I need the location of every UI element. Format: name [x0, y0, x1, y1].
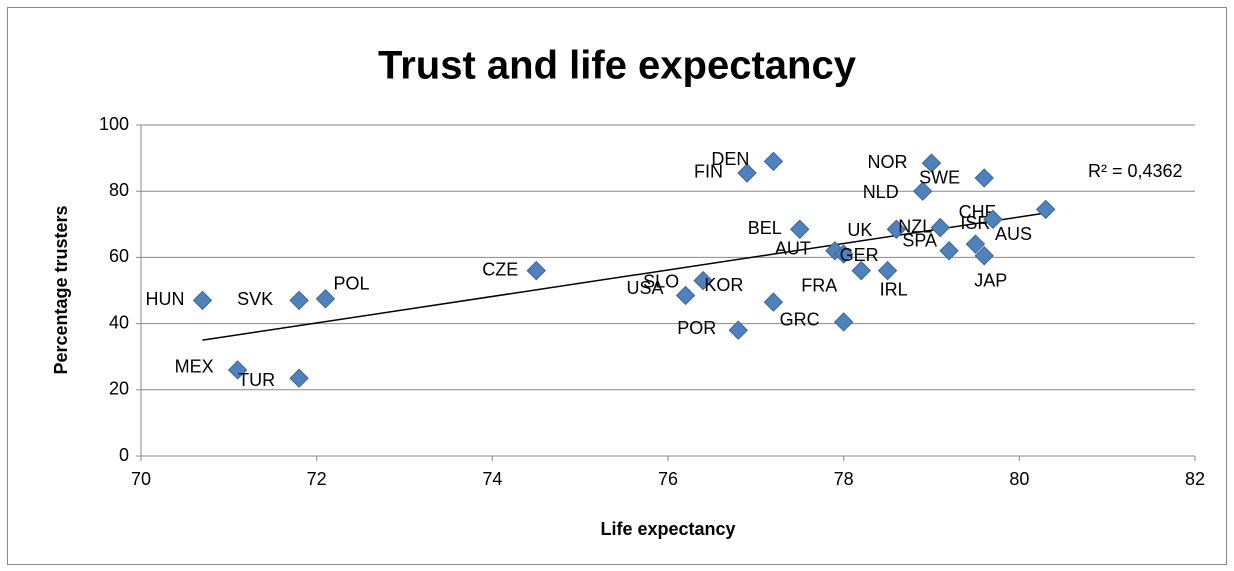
- x-tick-label: 78: [834, 469, 854, 489]
- point: [974, 168, 994, 188]
- trendline: [202, 212, 1046, 341]
- point-label: DEN: [711, 149, 749, 169]
- y-tick-label: 100: [99, 114, 129, 134]
- x-tick-label: 82: [1185, 469, 1205, 489]
- point-label: GRC: [780, 310, 820, 330]
- point: [833, 244, 854, 264]
- point: [913, 181, 933, 201]
- point: [974, 246, 994, 266]
- point: [851, 260, 871, 281]
- point: [877, 260, 898, 281]
- point-label: POL: [333, 274, 369, 294]
- point: [939, 241, 959, 261]
- point-label: CZE: [482, 259, 518, 279]
- point-label: SVK: [237, 289, 273, 309]
- point: [921, 153, 942, 173]
- point-label: NOR: [868, 152, 908, 172]
- point: [289, 368, 309, 388]
- point-label: FRA: [801, 275, 837, 295]
- y-tick-label: 60: [109, 246, 129, 266]
- x-axis-label: Life expectancy: [600, 519, 735, 539]
- point-label: GER: [840, 245, 879, 265]
- point: [737, 163, 757, 183]
- point: [763, 151, 784, 172]
- point-label: NZL: [898, 216, 932, 236]
- point-label: TUR: [238, 370, 275, 390]
- point-label: SWE: [919, 168, 960, 188]
- chart-frame: [7, 7, 1227, 565]
- point-label: AUT: [775, 239, 811, 259]
- point: [930, 217, 950, 238]
- point-label: USA: [627, 278, 664, 298]
- point-label: SPA: [902, 231, 937, 251]
- y-tick-label: 20: [109, 379, 129, 399]
- point: [227, 360, 248, 380]
- point-label: SLO: [643, 271, 679, 291]
- x-tick-label: 74: [482, 469, 502, 489]
- point-label: FIN: [694, 162, 723, 182]
- point: [315, 289, 336, 309]
- x-tick-label: 80: [1009, 469, 1029, 489]
- point: [790, 219, 810, 239]
- point: [192, 290, 213, 311]
- trendline-annotation: R² = 0,4362: [1088, 161, 1183, 181]
- x-tick-label: 70: [131, 469, 151, 489]
- point: [886, 219, 907, 239]
- point-label: HUN: [145, 289, 184, 309]
- y-tick-label: 80: [109, 180, 129, 200]
- y-axis-label: Percentage trusters: [51, 205, 71, 374]
- point-label: POR: [677, 318, 716, 338]
- point-label: MEX: [175, 357, 214, 377]
- point: [965, 234, 986, 254]
- y-tick-label: 0: [119, 445, 129, 465]
- point: [289, 290, 309, 311]
- point: [763, 292, 784, 312]
- point: [675, 285, 696, 306]
- point-label: UK: [847, 220, 872, 240]
- point: [693, 270, 713, 291]
- chart-title: Trust and life expectancy: [378, 44, 857, 88]
- x-tick-label: 72: [307, 469, 327, 489]
- point: [983, 209, 1003, 230]
- y-tick-label: 40: [109, 312, 129, 332]
- point-label: JAP: [974, 270, 1007, 290]
- point: [833, 312, 854, 332]
- point: [526, 260, 546, 281]
- point-label: AUS: [995, 224, 1032, 244]
- point-label: KOR: [704, 275, 743, 295]
- point: [1035, 199, 1056, 220]
- x-tick-label: 76: [658, 469, 678, 489]
- point-label: BEL: [748, 218, 782, 238]
- point-label: IRL: [880, 279, 908, 299]
- point-label: ISR: [960, 213, 990, 233]
- point: [728, 320, 748, 340]
- point-label: NLD: [863, 182, 899, 202]
